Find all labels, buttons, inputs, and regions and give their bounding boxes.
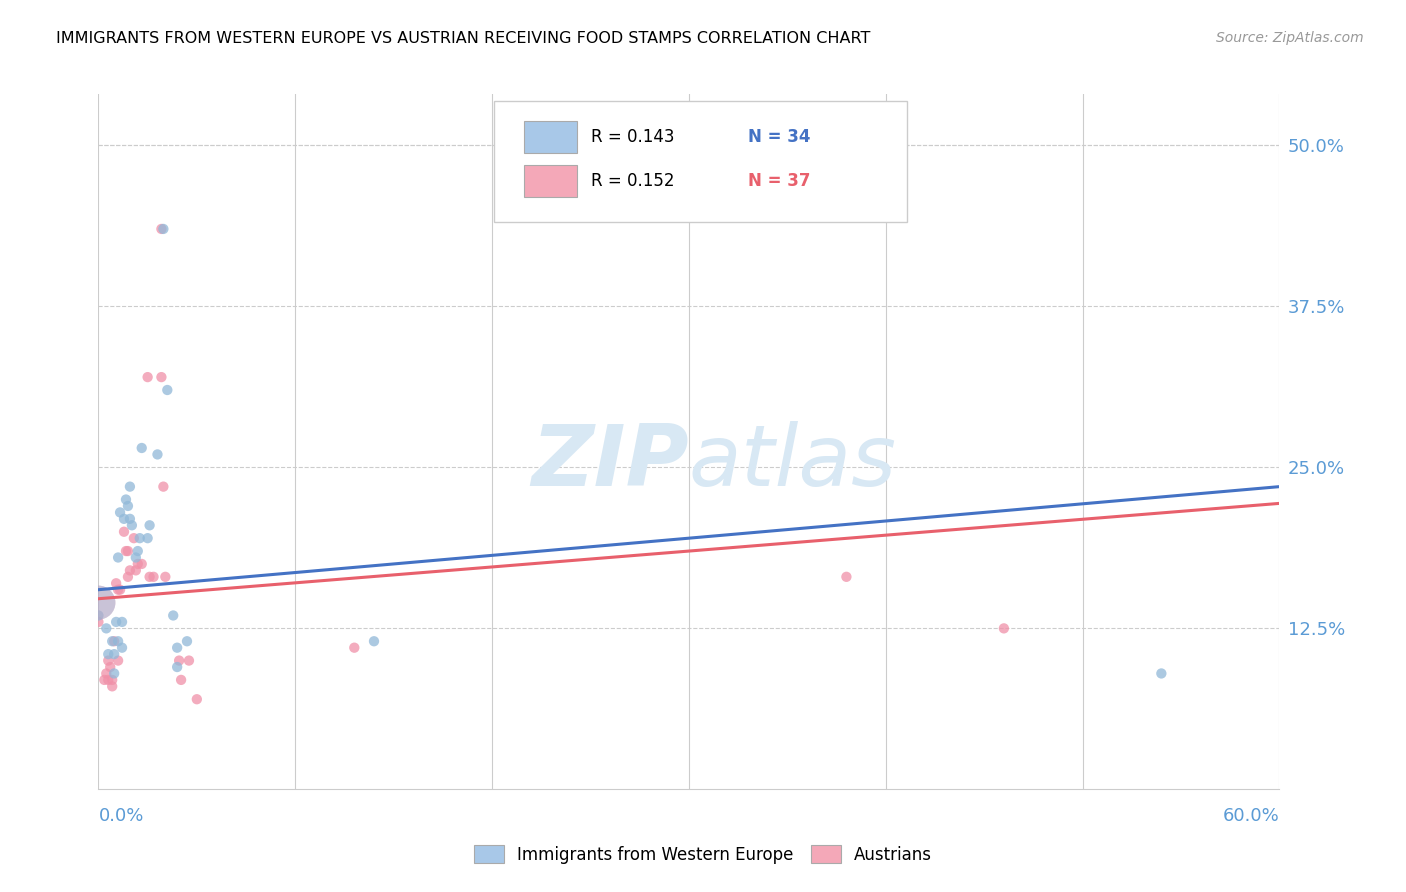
Point [98,660,121,674]
Point [107,550,129,565]
Point [363,634,385,648]
Point [121,518,143,533]
Point [128,531,150,545]
Point [107,634,129,648]
Point [107,654,129,668]
Point [115,544,138,558]
Point [343,640,366,655]
Point [142,570,165,584]
Text: 0.0%: 0.0% [98,806,143,825]
Point [93,673,115,687]
Text: R = 0.152: R = 0.152 [591,172,675,190]
Point [136,531,159,545]
Point [96,621,118,635]
Point [177,654,200,668]
Point [103,647,125,661]
Point [131,557,153,571]
Point [111,615,134,629]
Point [122,531,145,545]
Point [87,608,110,623]
Point [150,370,173,384]
Point [103,634,125,648]
Text: IMMIGRANTS FROM WESTERN EUROPE VS AUSTRIAN RECEIVING FOOD STAMPS CORRELATION CHA: IMMIGRANTS FROM WESTERN EUROPE VS AUSTRI… [56,31,870,46]
Point [152,222,174,236]
FancyBboxPatch shape [523,165,576,196]
Point [166,660,188,674]
Point [108,505,131,519]
Point [835,570,858,584]
Point [112,512,135,526]
Point [117,499,139,513]
Point [108,582,131,597]
Point [97,654,120,668]
Point [96,666,118,681]
FancyBboxPatch shape [494,101,907,222]
Point [166,640,188,655]
Point [118,563,141,577]
Text: Source: ZipAtlas.com: Source: ZipAtlas.com [1216,31,1364,45]
Point [138,518,160,533]
Point [176,634,198,648]
Point [125,550,148,565]
Point [115,492,138,507]
Point [150,222,173,236]
Point [993,621,1015,635]
Point [118,512,141,526]
Point [1150,666,1173,681]
Point [146,447,169,461]
Point [87,596,110,610]
Point [101,634,124,648]
Text: ZIP: ZIP [531,421,689,504]
Point [97,673,120,687]
Point [97,647,120,661]
Point [167,654,190,668]
Point [156,383,179,397]
Point [186,692,208,706]
Point [112,524,135,539]
Point [105,576,128,591]
Text: N = 37: N = 37 [748,172,810,190]
Point [87,596,110,610]
Point [127,544,149,558]
FancyBboxPatch shape [523,121,576,153]
Text: atlas: atlas [689,421,897,504]
Point [101,679,124,693]
Text: R = 0.143: R = 0.143 [591,128,675,145]
Point [103,666,125,681]
Point [101,673,124,687]
Point [152,480,174,494]
Point [125,563,148,577]
Point [138,570,160,584]
Point [162,608,184,623]
Point [117,570,139,584]
Legend: Immigrants from Western Europe, Austrians: Immigrants from Western Europe, Austrian… [467,838,939,871]
Point [131,441,153,455]
Point [111,640,134,655]
Point [87,615,110,629]
Point [155,570,177,584]
Point [107,582,129,597]
Point [118,480,141,494]
Point [117,544,139,558]
Point [170,673,193,687]
Point [127,557,149,571]
Text: 60.0%: 60.0% [1223,806,1279,825]
Point [136,370,159,384]
Point [105,615,128,629]
Text: N = 34: N = 34 [748,128,810,145]
